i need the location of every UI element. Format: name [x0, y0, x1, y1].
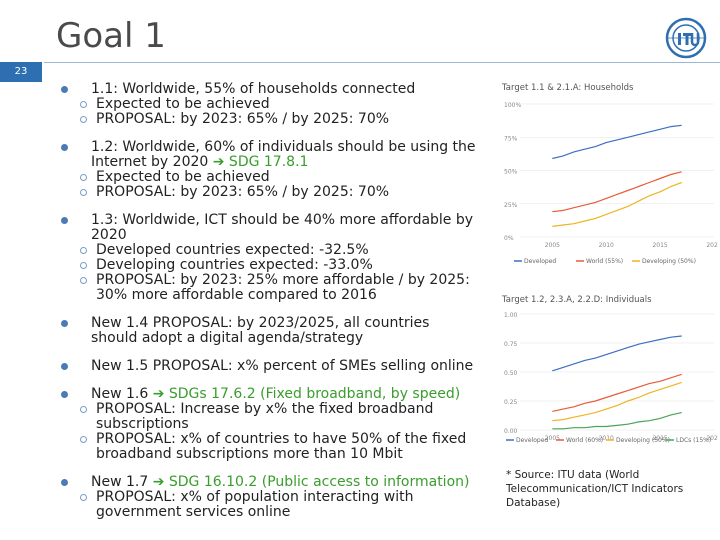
source-note: * Source: ITU data (World Telecommunicat… [506, 469, 684, 509]
y-tick-label: 100% [504, 102, 521, 109]
legend-label: World (60%) [566, 437, 603, 444]
header-divider [44, 62, 720, 63]
x-tick-label: 2005 [545, 435, 560, 442]
legend-label: Developing (50%) [642, 258, 696, 265]
sub-bullet-item: PROPOSAL: by 2023: 65% / by 2025: 70% [60, 112, 480, 127]
y-tick-label: 1.00 [504, 312, 518, 319]
sub-bullet-item: PROPOSAL: Increase by x% the fixed broad… [60, 402, 480, 432]
legend-label: Developing (50%) [616, 437, 670, 444]
x-tick-label: 2020 [706, 242, 718, 249]
legend-label: LDCs (15%) [676, 437, 711, 444]
sub-bullet-item: PROPOSAL: x% of population interacting w… [60, 490, 480, 520]
chart-title: Target 1.1 & 2.1.A: Households [501, 83, 634, 93]
legend-label: Developed [516, 437, 548, 444]
bullet-text: New 1.4 PROPOSAL: by 2023/2025, all coun… [91, 315, 430, 346]
bullet-text: New 1.5 PROPOSAL: x% percent of SMEs sel… [91, 358, 474, 374]
bullet-text: New 1.7 [91, 474, 153, 490]
sub-bullet-item: PROPOSAL: by 2023: 65% / by 2025: 70% [60, 185, 480, 200]
slide-title: Goal 1 [56, 16, 166, 56]
series-line [552, 181, 682, 227]
x-tick-label: 2010 [599, 435, 614, 442]
bullet-item: New 1.4 PROPOSAL: by 2023/2025, all coun… [60, 316, 480, 346]
y-tick-label: 50% [504, 169, 518, 176]
sdg-reference: ➔ SDG 16.10.2 (Public access to informat… [152, 474, 470, 490]
bullet-list: 1.1: Worldwide, 55% of households connec… [60, 82, 480, 520]
series-line [552, 335, 682, 372]
x-tick-label: 2015 [652, 435, 667, 442]
y-tick-label: 75% [504, 135, 518, 142]
bullet-item: 1.2: Worldwide, 60% of individuals shoul… [60, 140, 480, 170]
legend-label: World (55%) [586, 258, 623, 265]
bullet-item: New 1.5 PROPOSAL: x% percent of SMEs sel… [60, 359, 480, 374]
bullet-item: New 1.7 ➔ SDG 16.10.2 (Public access to … [60, 475, 480, 490]
x-tick-label: 2010 [599, 242, 614, 249]
sub-bullet-item: PROPOSAL: by 2023: 25% more affordable /… [60, 273, 480, 303]
y-tick-label: 0.25 [504, 399, 518, 406]
x-tick-label: 2005 [545, 242, 560, 249]
y-tick-label: 0% [504, 235, 514, 242]
sub-bullet-item: Developed countries expected: -32.5% [60, 243, 480, 258]
series-line [552, 412, 682, 430]
bullet-item: New 1.6 ➔ SDGs 17.6.2 (Fixed broadband, … [60, 387, 480, 402]
x-tick-label: 2020 [706, 435, 718, 442]
x-tick-label: 2015 [652, 242, 667, 249]
bullet-text: 1.1: Worldwide, 55% of households connec… [91, 81, 416, 97]
page-number: 23 [0, 62, 42, 82]
bullet-text: 1.2: Worldwide, 60% of individuals shoul… [91, 139, 476, 170]
y-tick-label: 0.75 [504, 341, 518, 348]
sub-bullet-item: Expected to be achieved [60, 97, 480, 112]
bullet-item: 1.3: Worldwide, ICT should be 40% more a… [60, 213, 480, 243]
sub-bullet-item: Expected to be achieved [60, 170, 480, 185]
series-line [552, 171, 682, 213]
legend-label: Developed [524, 258, 556, 265]
series-line [552, 373, 682, 412]
series-line [552, 124, 682, 160]
y-tick-label: 0.50 [504, 370, 518, 377]
sub-bullet-item: PROPOSAL: x% of countries to have 50% of… [60, 432, 480, 462]
series-line [552, 381, 682, 422]
individuals-chart: Target 1.2, 2.3.A, 2.2.D: Individuals 1.0… [500, 292, 718, 444]
households-chart: Target 1.1 & 2.1.A: Households 100% 75% 50%… [500, 80, 718, 270]
y-tick-label: 25% [504, 202, 518, 209]
sdg-reference: ➔ SDGs 17.6.2 (Fixed broadband, by speed… [152, 386, 461, 402]
bullet-text: 1.3: Worldwide, ICT should be 40% more a… [91, 212, 474, 243]
chart-title: Target 1.2, 2.3.A, 2.2.D: Individuals [501, 295, 652, 305]
y-tick-label: 0.00 [504, 428, 518, 435]
sub-bullet-item: Developing countries expected: -33.0% [60, 258, 480, 273]
itu-logo-icon [665, 17, 707, 59]
bullet-text: New 1.6 [91, 386, 153, 402]
sdg-reference: ➔ SDG 17.8.1 [212, 154, 309, 170]
bullet-item: 1.1: Worldwide, 55% of households connec… [60, 82, 480, 97]
